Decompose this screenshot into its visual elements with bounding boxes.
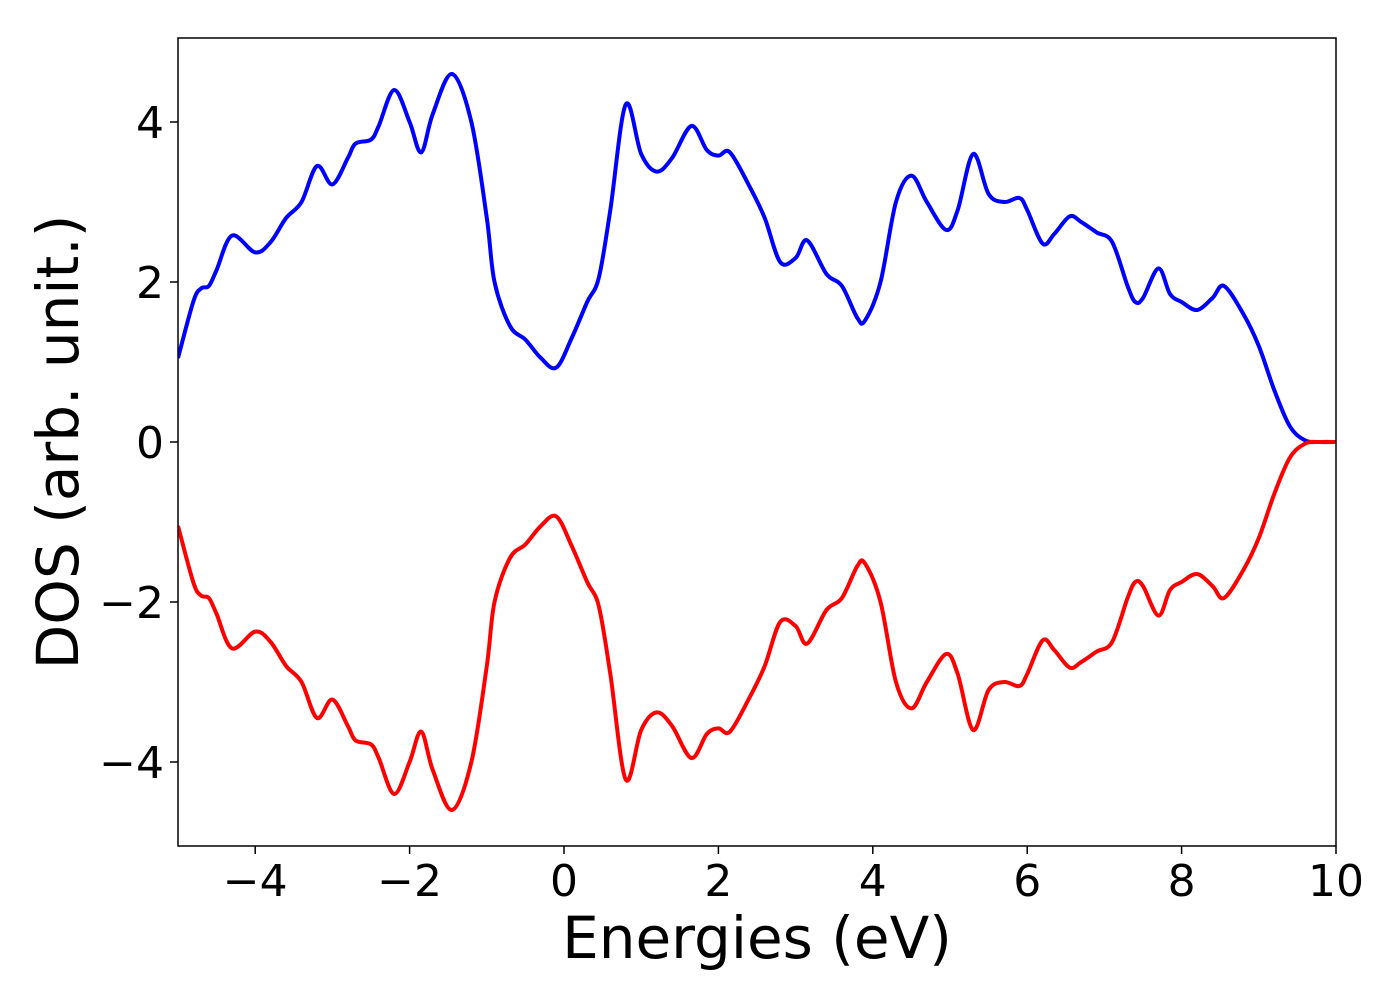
x-tick-label: 0 <box>550 856 578 907</box>
x-tick-label: −4 <box>223 856 288 907</box>
y-tick-label: 4 <box>136 98 164 149</box>
x-tick-label: 10 <box>1308 856 1364 907</box>
dos-line <box>178 72 1336 445</box>
y-tick-label: 0 <box>136 418 164 469</box>
dos-line <box>178 439 1336 812</box>
x-tick-label: 2 <box>704 856 732 907</box>
x-tick-label: 4 <box>859 856 887 907</box>
y-tick-label: 2 <box>136 258 164 309</box>
y-axis-label: DOS (arb. unit.) <box>24 215 92 670</box>
plot-frame <box>177 37 1337 847</box>
x-axis-label: Energies (eV) <box>562 904 952 972</box>
x-tick-label: −2 <box>377 856 442 907</box>
x-tick-label: 8 <box>1168 856 1196 907</box>
x-tick-label: 6 <box>1013 856 1041 907</box>
y-tick-label: −2 <box>99 578 164 629</box>
y-tick-label: −4 <box>99 738 164 789</box>
